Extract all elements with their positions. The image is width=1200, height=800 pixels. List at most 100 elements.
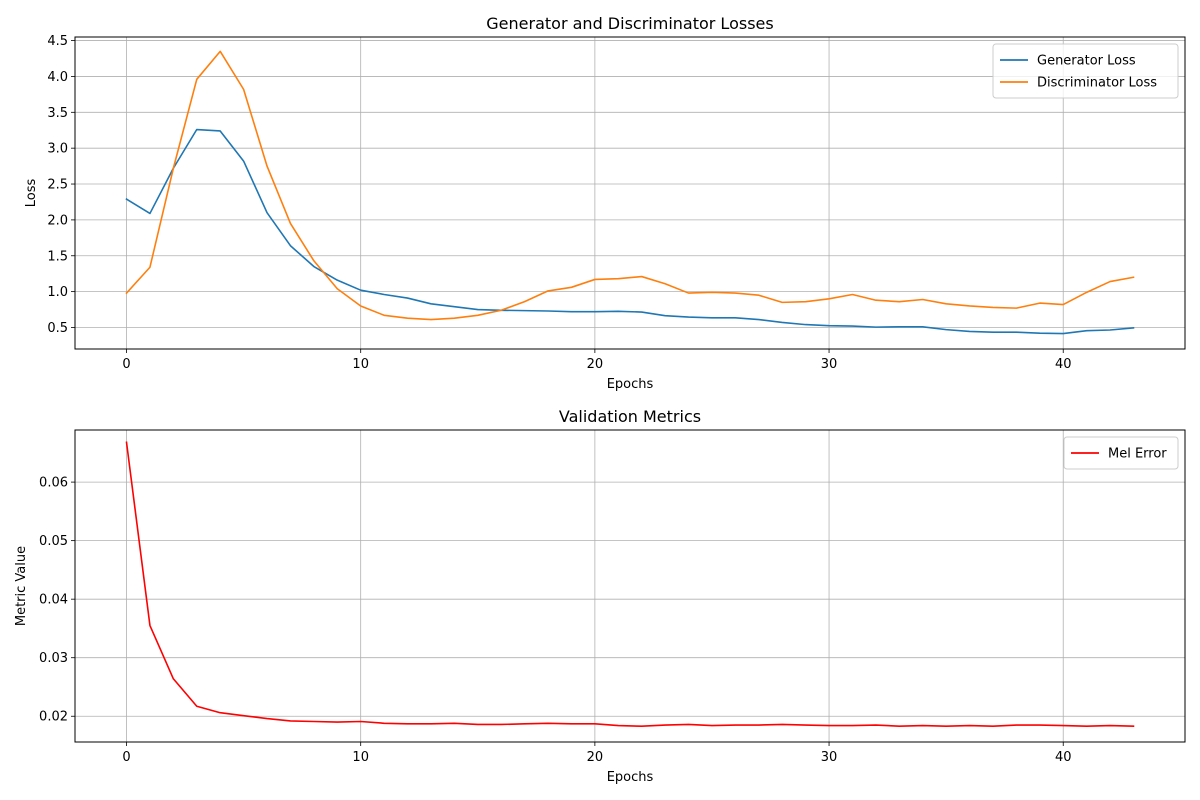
loss-series-1-point — [524, 301, 526, 303]
validation-x-ticks: 0 10 20 30 40 — [122, 742, 1072, 765]
loss-legend-label: Generator Loss — [1037, 54, 1136, 69]
loss-series-1-point — [852, 294, 854, 296]
loss-series-0-point — [922, 326, 924, 328]
validation-x-axis-label: Epochs — [607, 770, 654, 785]
validation-series-0-point — [313, 721, 315, 723]
validation-series-0-point — [477, 724, 479, 726]
validation-series-0-point — [1016, 724, 1018, 726]
loss-series-0-point — [126, 198, 128, 200]
loss-series-0-point — [711, 317, 713, 319]
validation-series-0-point — [1133, 725, 1135, 727]
validation-y-tick-label: 0.03 — [39, 651, 68, 666]
validation-series-0-point — [243, 715, 245, 717]
loss-series-0-point — [664, 315, 666, 317]
loss-plot-frame — [74, 36, 1186, 350]
validation-series-0-point — [828, 725, 830, 727]
validation-series-0-point — [664, 724, 666, 726]
loss-series-0-point — [219, 130, 221, 132]
validation-series-0-point — [1062, 725, 1064, 727]
loss-series-1-point — [969, 305, 971, 307]
loss-y-tick-label: 1.5 — [47, 249, 68, 264]
loss-series-1-point — [571, 287, 573, 289]
validation-series-0-point — [336, 721, 338, 723]
validation-series-0-point — [688, 724, 690, 726]
loss-series-1-point — [547, 290, 549, 292]
loss-series-0-point — [828, 325, 830, 327]
validation-series-0-point — [711, 725, 713, 727]
validation-series-0-point — [360, 721, 362, 723]
loss-series-0-point — [617, 311, 619, 313]
validation-series-0-point — [594, 723, 596, 725]
loss-series-0-point — [266, 212, 268, 214]
validation-series — [125, 441, 1135, 728]
loss-y-tick-label: 3.5 — [47, 106, 68, 121]
validation-series-0-point — [1086, 725, 1088, 727]
loss-series-0-point — [1039, 332, 1041, 334]
loss-series-1-point — [1016, 307, 1018, 309]
loss-series-1-point — [477, 314, 479, 316]
loss-series-1-point — [126, 292, 128, 294]
loss-y-tick-label: 0.5 — [47, 321, 68, 336]
validation-series-0-point — [922, 725, 924, 727]
loss-series-0-point — [875, 326, 877, 328]
loss-series-1-point — [735, 292, 737, 294]
loss-y-axis-label: Loss — [24, 179, 39, 208]
validation-x-tick-label: 10 — [352, 750, 369, 765]
loss-x-tick-label: 10 — [352, 357, 369, 372]
loss-legend-label: Discriminator Loss — [1037, 76, 1157, 91]
loss-series-1-point — [1062, 304, 1064, 306]
validation-series-0-point — [899, 725, 901, 727]
loss-series-1-point — [875, 299, 877, 301]
loss-series-1-point — [149, 266, 151, 268]
loss-series-1-point — [290, 223, 292, 225]
loss-series-1-point — [711, 292, 713, 294]
loss-series-1-point — [805, 301, 807, 303]
loss-series-0-point — [313, 266, 315, 268]
validation-y-tick-label: 0.06 — [39, 476, 68, 491]
loss-series-0-point — [243, 160, 245, 162]
loss-y-tick-label: 4.0 — [47, 70, 68, 85]
validation-series-0-point — [430, 723, 432, 725]
validation-series-0-point — [945, 725, 947, 727]
loss-series — [125, 50, 1135, 335]
loss-series-0-point — [992, 331, 994, 333]
validation-x-tick-label: 0 — [122, 750, 130, 765]
loss-x-axis-label: Epochs — [607, 377, 654, 392]
validation-series-0-point — [735, 724, 737, 726]
loss-y-tick-label: 3.0 — [47, 142, 68, 157]
validation-series-0-point — [781, 724, 783, 726]
validation-series-0-point — [852, 725, 854, 727]
validation-series-0-point — [407, 723, 409, 725]
loss-series-1-point — [1133, 276, 1135, 278]
loss-series-1-point — [407, 317, 409, 319]
loss-series-1-point — [219, 51, 221, 53]
loss-series-0-point — [1062, 333, 1064, 335]
loss-series-line-0 — [125, 128, 1135, 335]
loss-series-0-point — [899, 326, 901, 328]
loss-series-0-point — [1086, 330, 1088, 332]
loss-series-1-point — [617, 278, 619, 280]
loss-series-1-point — [641, 276, 643, 278]
loss-series-1-point — [500, 309, 502, 311]
loss-series-0-point — [641, 311, 643, 313]
loss-series-1-point — [196, 79, 198, 81]
loss-series-0-point — [969, 331, 971, 333]
validation-series-0-point — [266, 718, 268, 720]
validation-y-tick-label: 0.05 — [39, 534, 68, 549]
validation-y-tick-label: 0.02 — [39, 710, 68, 725]
loss-y-tick-label: 2.0 — [47, 213, 68, 228]
validation-series-0-point — [173, 678, 175, 680]
loss-series-0-point — [477, 309, 479, 311]
validation-series-0-point — [524, 723, 526, 725]
validation-series-0-point — [875, 724, 877, 726]
loss-series-1-point — [781, 302, 783, 304]
loss-series-0-point — [1133, 327, 1135, 329]
validation-chart-title: Validation Metrics — [559, 407, 701, 426]
loss-series-1-point — [336, 288, 338, 290]
loss-series-0-point — [454, 306, 456, 308]
loss-series-0-point — [1109, 329, 1111, 331]
loss-series-1-point — [454, 317, 456, 319]
validation-series-0-point — [992, 725, 994, 727]
loss-series-0-point — [688, 316, 690, 318]
